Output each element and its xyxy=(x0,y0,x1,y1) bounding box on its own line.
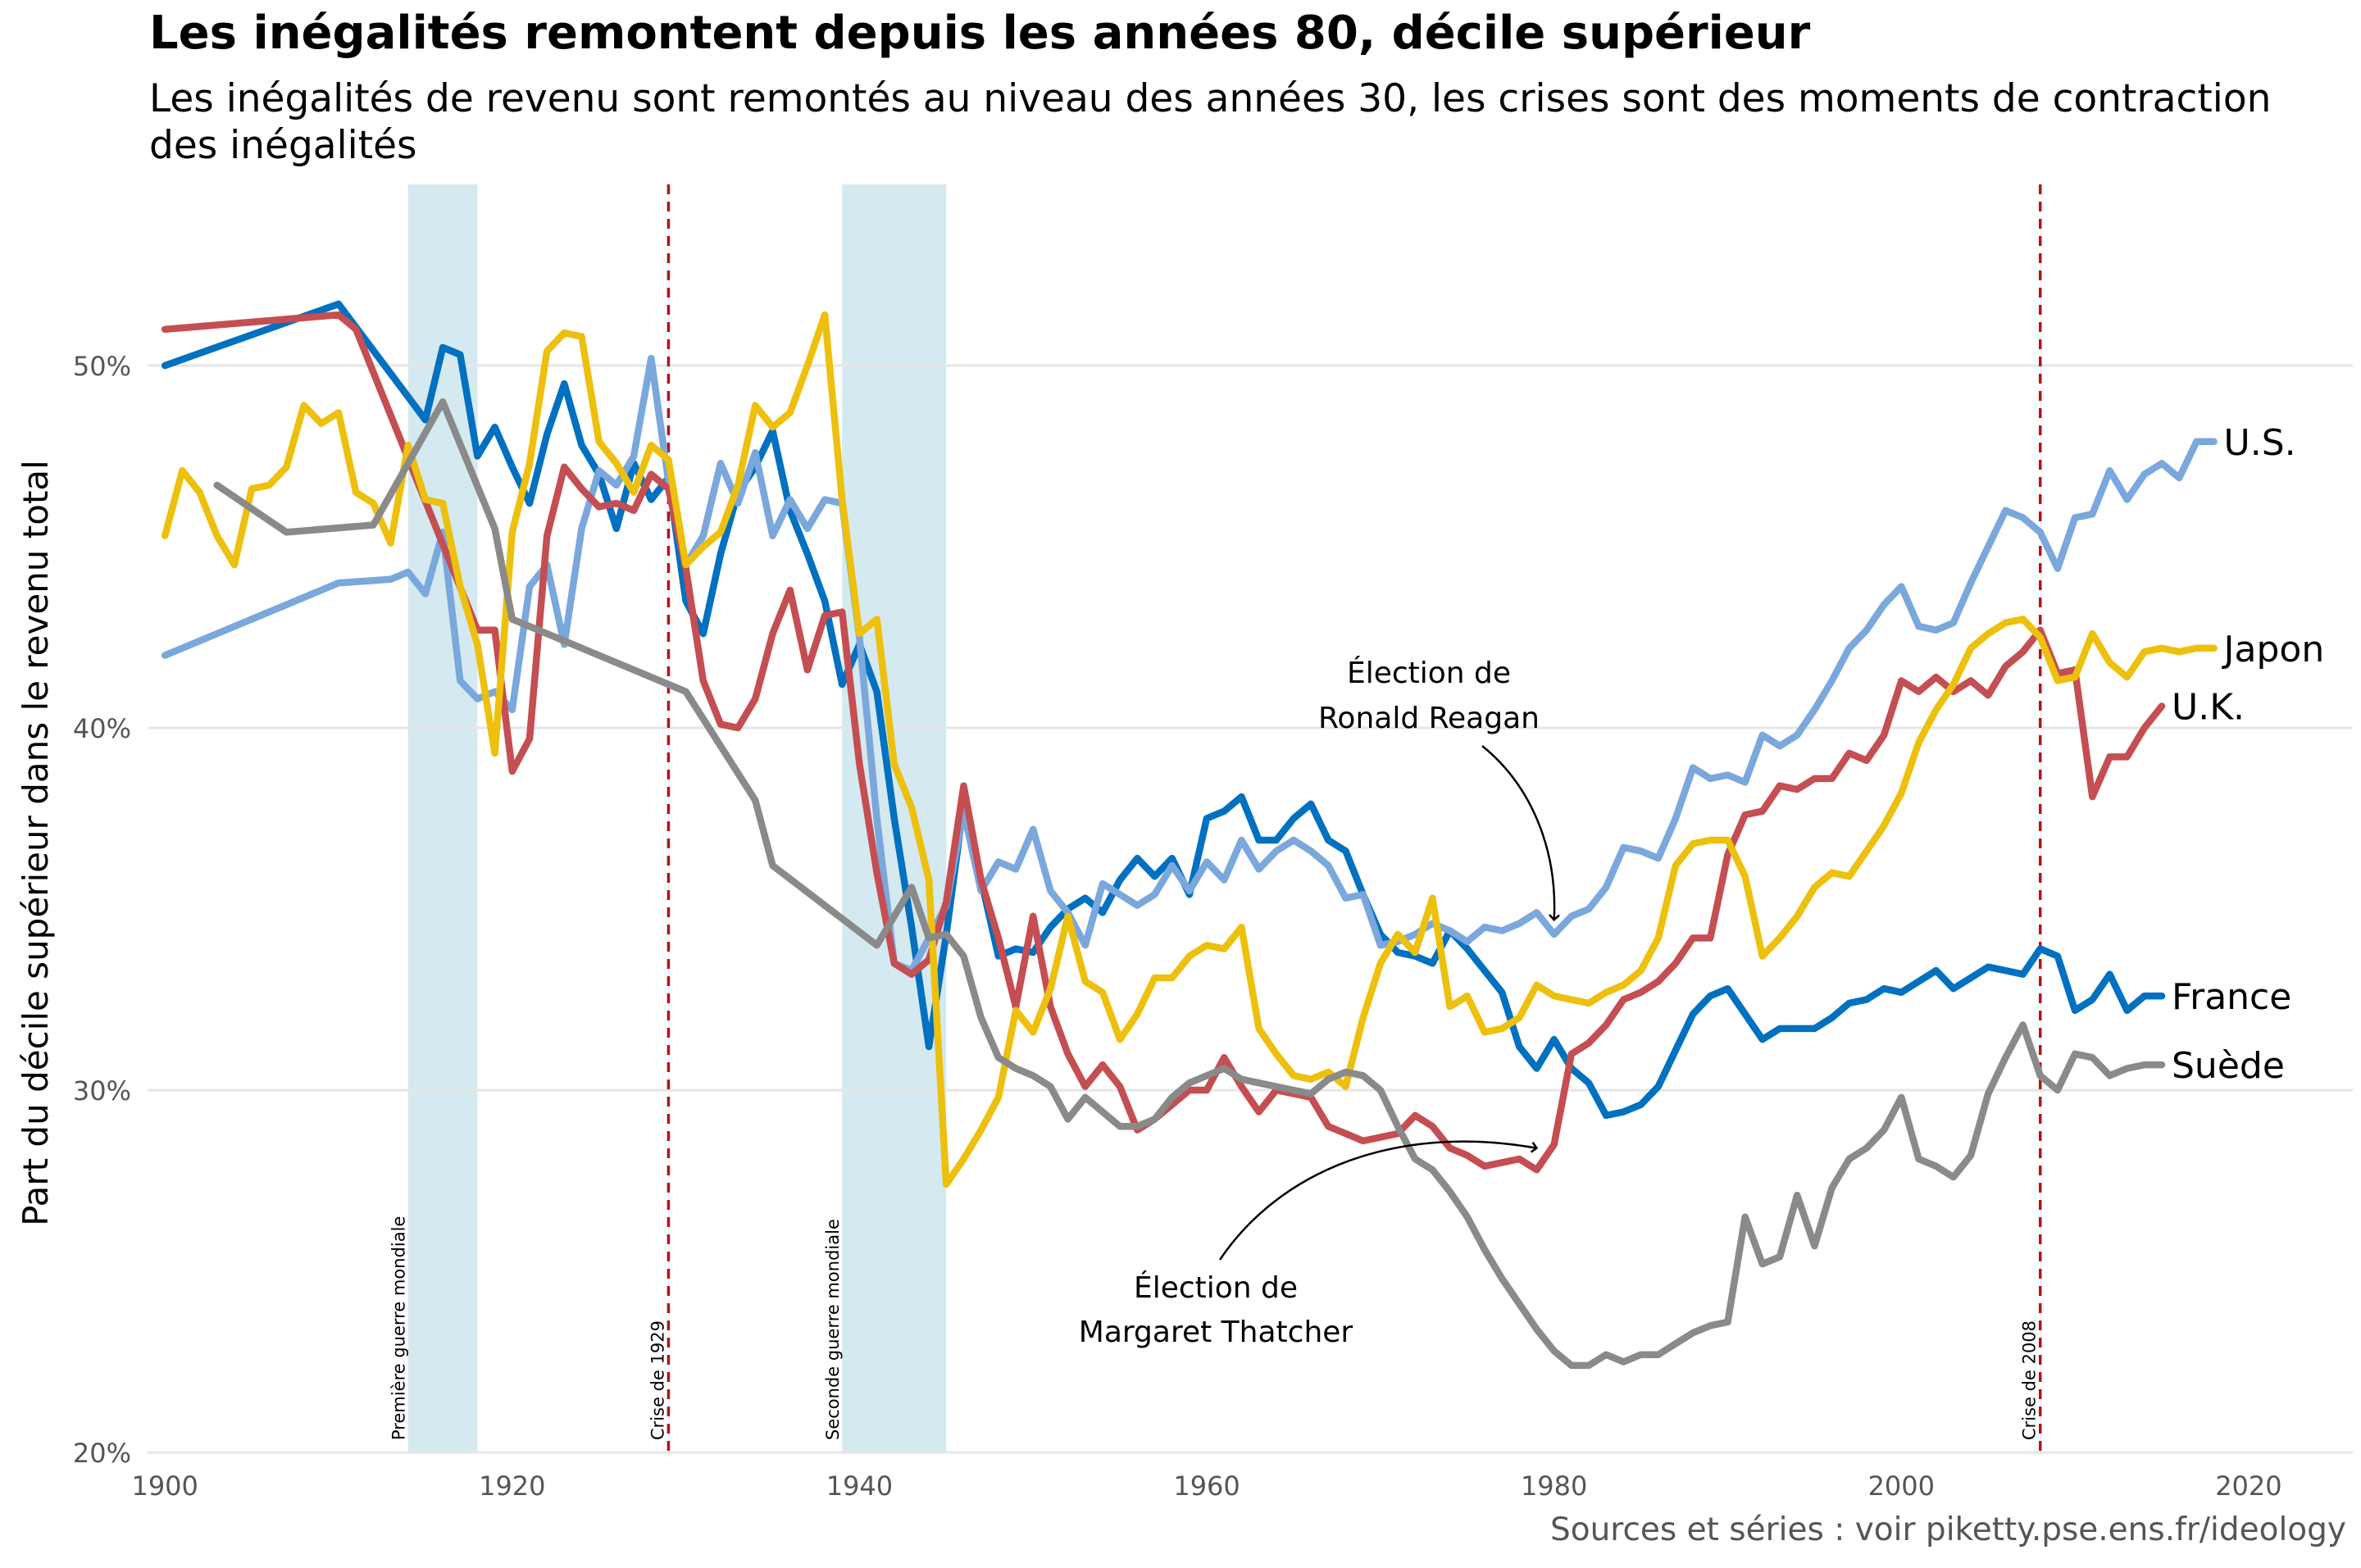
series-label: Suède xyxy=(2172,1045,2285,1087)
war-period-label: Première guerre mondiale xyxy=(389,1216,409,1440)
x-tick-label: 1940 xyxy=(826,1470,893,1502)
crisis-label: Crise de 1929 xyxy=(648,1320,667,1440)
series-label: Japon xyxy=(2222,629,2325,670)
series-label: France xyxy=(2172,976,2291,1018)
annotation-arrow xyxy=(1481,745,1560,922)
x-tick-label: 2020 xyxy=(2215,1470,2281,1502)
series-line xyxy=(161,311,2166,1174)
x-tick-label: 2000 xyxy=(1868,1470,1935,1502)
y-tick-label: 50% xyxy=(73,351,131,382)
y-axis-title: Part du décile supérieur dans le revenu … xyxy=(16,460,56,1226)
y-tick-label: 40% xyxy=(73,713,131,744)
y-tick-label: 30% xyxy=(73,1075,131,1107)
annotation-label: Margaret Thatcher xyxy=(1079,1316,1353,1349)
annotation-label: Ronald Reagan xyxy=(1318,702,1540,735)
annotation-label: Élection de xyxy=(1347,656,1511,690)
chart-subtitle: Les inégalités de revenu sont remontés a… xyxy=(149,76,2272,168)
series-label: U.K. xyxy=(2172,686,2245,728)
series-label: U.S. xyxy=(2224,422,2296,464)
x-tick-label: 1960 xyxy=(1173,1470,1240,1502)
series-line xyxy=(161,300,2166,1120)
annotation-arrow xyxy=(1218,1140,1539,1261)
x-tick-label: 1980 xyxy=(1521,1470,1587,1502)
crisis-label: Crise de 2008 xyxy=(2020,1320,2040,1440)
chart-title: Les inégalités remontent depuis les anné… xyxy=(149,7,1811,60)
x-tick-label: 1920 xyxy=(479,1470,545,1502)
x-tick-label: 1900 xyxy=(131,1470,198,1502)
source-note: Sources et séries : voir piketty.pse.ens… xyxy=(1549,1511,2346,1548)
series-line xyxy=(213,398,2166,1370)
annotation-label: Élection de xyxy=(1134,1270,1298,1305)
y-tick-label: 20% xyxy=(73,1438,131,1469)
war-period-label: Seconde guerre mondiale xyxy=(823,1219,843,1440)
